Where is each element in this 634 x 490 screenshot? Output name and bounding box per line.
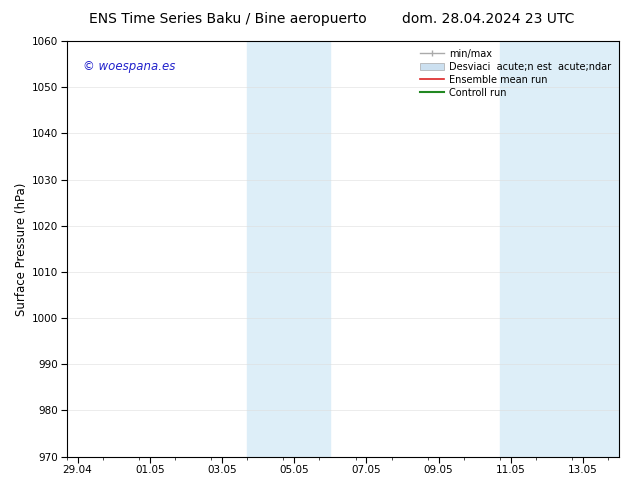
- Legend: min/max, Desviaci  acute;n est  acute;ndar, Ensemble mean run, Controll run: min/max, Desviaci acute;n est acute;ndar…: [417, 46, 614, 100]
- Bar: [247, 41, 330, 457]
- Text: © woespana.es: © woespana.es: [83, 60, 176, 73]
- Text: dom. 28.04.2024 23 UTC: dom. 28.04.2024 23 UTC: [402, 12, 574, 26]
- Text: ENS Time Series Baku / Bine aeropuerto: ENS Time Series Baku / Bine aeropuerto: [89, 12, 367, 26]
- Bar: [500, 41, 619, 457]
- Y-axis label: Surface Pressure (hPa): Surface Pressure (hPa): [15, 182, 28, 316]
